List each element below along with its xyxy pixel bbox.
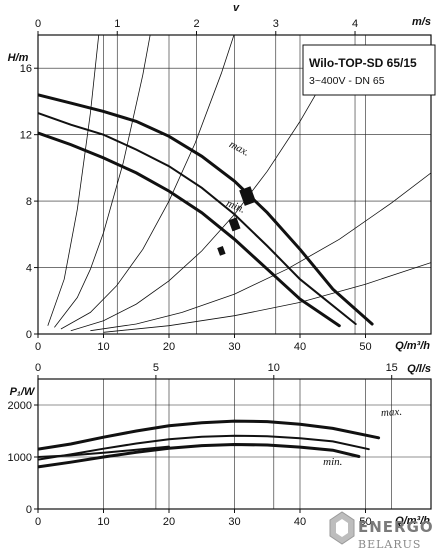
series-line <box>38 442 361 469</box>
logo-mark-icon <box>329 511 355 545</box>
system-curves <box>47 35 431 333</box>
y-tick-label: 0 <box>26 329 32 341</box>
x-tick-label: 30 <box>228 516 240 528</box>
y-tick-label: 2000 <box>8 400 32 412</box>
series-line <box>38 112 357 325</box>
system-curve <box>90 172 431 332</box>
series-line <box>38 131 341 328</box>
x-tick-label: 20 <box>163 516 175 528</box>
speed-markers <box>217 186 256 256</box>
x-axis-label: Q/m³/h <box>395 340 430 352</box>
top-axis-label: v <box>233 2 240 14</box>
series-line <box>38 93 374 326</box>
system-curve <box>47 35 100 326</box>
y-tick-label: 12 <box>20 130 32 142</box>
x-tick-label: 10 <box>97 341 109 353</box>
system-curve <box>60 35 235 330</box>
series-group <box>38 93 374 328</box>
x-tick-label: 0 <box>35 516 41 528</box>
system-curve <box>54 35 151 328</box>
top-tick-label: 0 <box>35 18 41 30</box>
system-curve <box>70 64 334 332</box>
logo-line-1: ENERGO <box>358 518 434 536</box>
y-tick-label: 8 <box>26 196 32 208</box>
x-tick-label: 40 <box>294 516 306 528</box>
x-tick-label: 40 <box>294 341 306 353</box>
series-group <box>38 419 381 469</box>
chart-title: Wilo-TOP-SD 65/15 <box>309 56 417 70</box>
top-tick-label: 2 <box>193 18 199 30</box>
x-tick-label: 50 <box>359 341 371 353</box>
y-axis-label: P₁/W <box>10 386 36 398</box>
top-tick-label: 1 <box>114 18 120 30</box>
title-box: Wilo-TOP-SD 65/15 3~400V - DN 65 <box>302 44 436 96</box>
min-label: min. <box>323 456 342 468</box>
y-tick-label: 0 <box>26 504 32 516</box>
chart-subtitle: 3~400V - DN 65 <box>309 75 385 87</box>
top-axis-unit: m/s <box>412 16 431 28</box>
x-tick-label: 10 <box>97 516 109 528</box>
x-axis-label: Q/m³/h <box>395 515 430 527</box>
y-tick-label: 4 <box>26 263 32 275</box>
top-tick-label: 3 <box>273 18 279 30</box>
logo-line-2: BELARUS <box>358 538 421 551</box>
x-tick-label: 0 <box>35 341 41 353</box>
power-curve-panel: 0 10 20 30 40 50 0 1000 2000 0 5 10 15 P₁/W Q/m³/h Q/l/… <box>8 362 432 528</box>
top-tick-label: 5 <box>153 362 159 374</box>
series-line <box>38 419 381 451</box>
x-tick-label: 50 <box>359 516 371 528</box>
y-axis-label: H/m <box>8 52 29 64</box>
max-label: max. <box>381 406 403 419</box>
top-tick-label: 0 <box>35 362 41 374</box>
top-tick-label: 10 <box>268 362 280 374</box>
top-axis-unit: Q/l/s <box>407 363 431 375</box>
system-curve <box>103 262 431 333</box>
y-tick-label: 1000 <box>8 452 32 464</box>
series-line <box>38 445 170 458</box>
series-line <box>38 434 370 461</box>
energo-belarus-logo: ENERGO BELARUS <box>329 511 434 551</box>
top-tick-label: 15 <box>386 362 398 374</box>
max-label: max. <box>227 138 251 158</box>
x-tick-label: 30 <box>228 341 240 353</box>
y-tick-label: 16 <box>20 63 32 75</box>
x-tick-label: 20 <box>163 341 175 353</box>
speed-marker-icon <box>228 217 241 232</box>
speed-marker-icon <box>217 246 226 256</box>
speed-marker-icon <box>239 186 256 206</box>
top-tick-label: 4 <box>352 18 358 30</box>
